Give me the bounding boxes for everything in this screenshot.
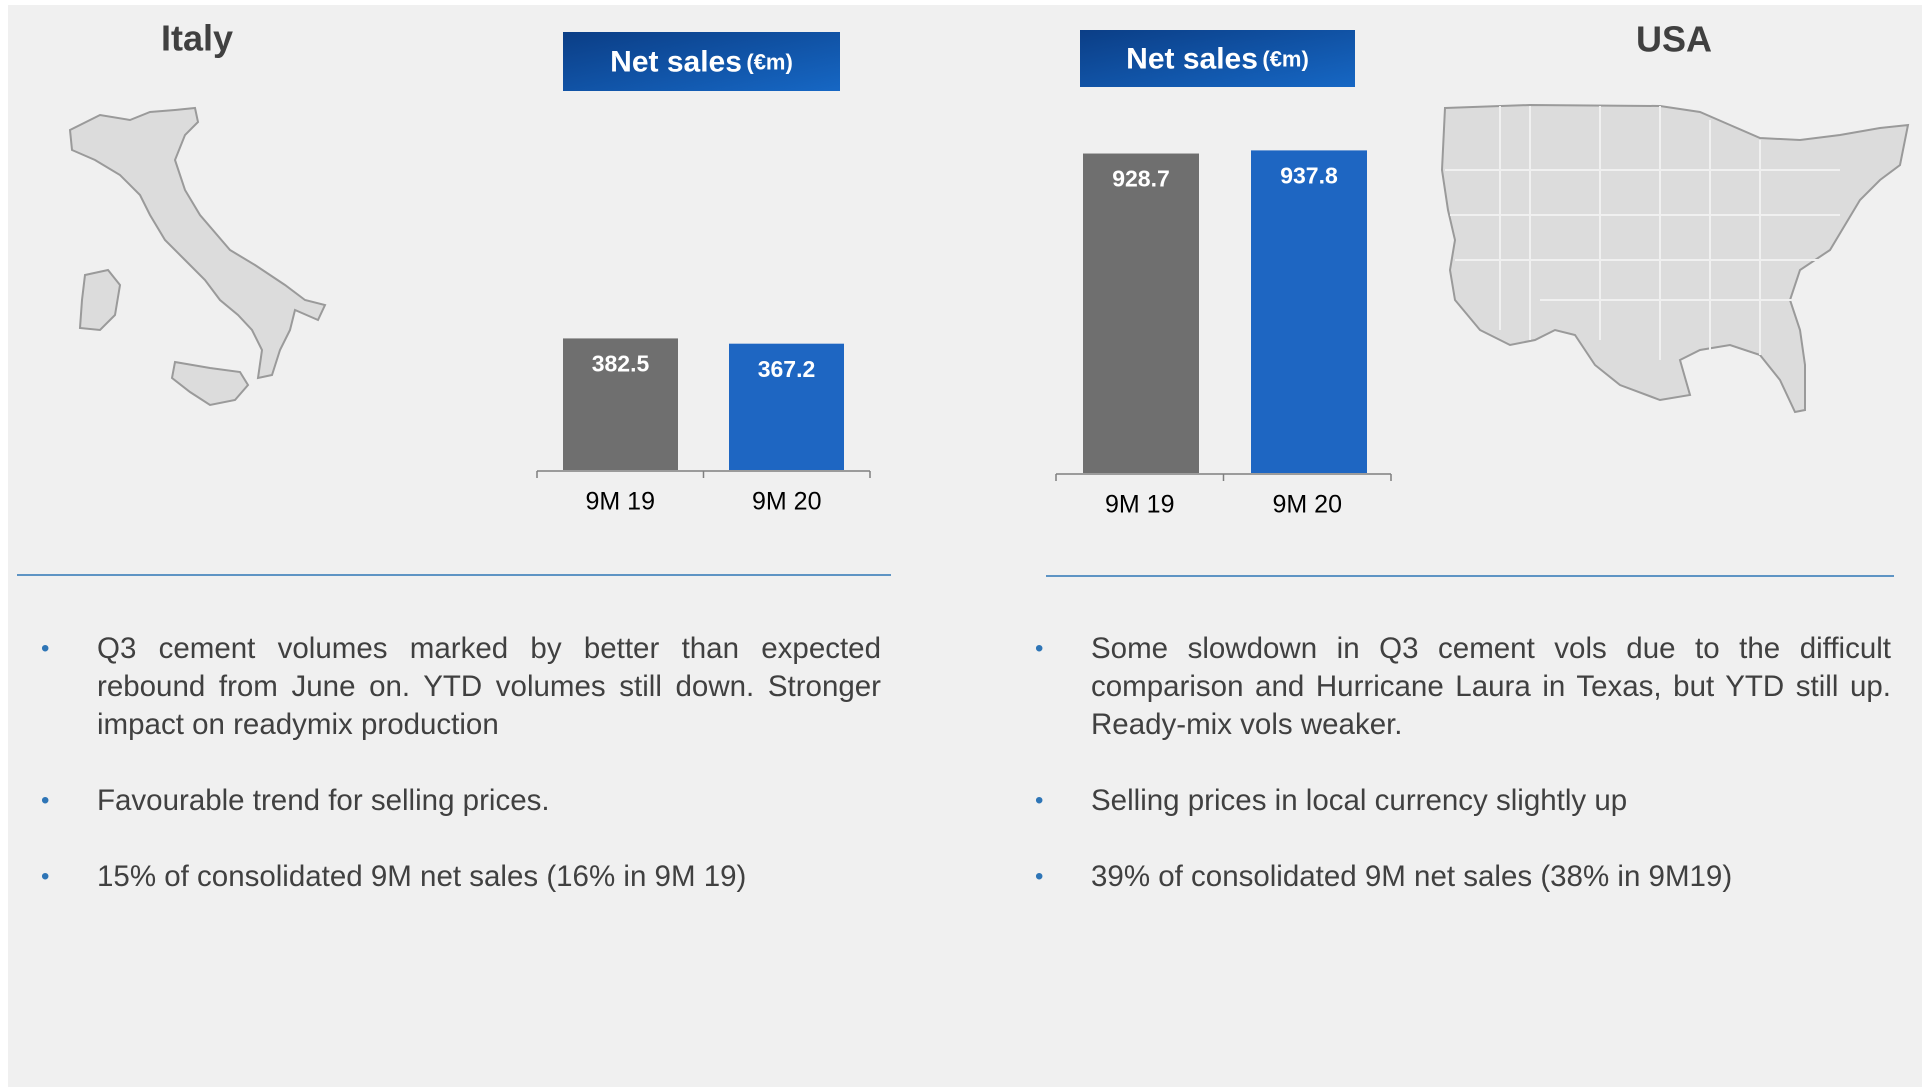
bullet-list: Q3 cement volumes marked by better than …: [41, 630, 881, 934]
region-title: Italy: [161, 18, 233, 59]
bar: [1083, 153, 1199, 473]
x-tick-label: 9M 19: [586, 488, 655, 516]
italy-map: [68, 106, 327, 407]
chart-title: Net sales: [1126, 42, 1258, 75]
chart-title: Net sales: [610, 45, 742, 78]
x-tick-label: 9M 20: [1273, 491, 1342, 519]
bar: [729, 343, 844, 470]
value-label: 382.5: [592, 350, 650, 376]
bullet: Selling prices in local currency slightl…: [1035, 782, 1891, 820]
x-tick-label: 9M 20: [752, 488, 821, 516]
region-title: USA: [1636, 19, 1712, 60]
bullet-list: Some slowdown in Q3 cement vols due to t…: [1035, 630, 1891, 934]
bullet: Q3 cement volumes marked by better than …: [41, 630, 881, 744]
chart-title-group: Net sales (€m): [1126, 42, 1309, 75]
title-box: [563, 32, 840, 91]
usa-map: [1440, 103, 1910, 414]
bullet: Favourable trend for selling prices.: [41, 782, 881, 820]
chart-title-group: Net sales (€m): [610, 45, 793, 78]
usa-state-lines: [1445, 106, 1840, 360]
chart-subtitle: (€m): [1262, 46, 1308, 71]
bullet: 15% of consolidated 9M net sales (16% in…: [41, 858, 881, 896]
value-label: 928.7: [1112, 166, 1170, 192]
chart-subtitle: (€m): [746, 49, 792, 74]
bullet: 39% of consolidated 9M net sales (38% in…: [1035, 858, 1891, 896]
title-box: [1080, 30, 1355, 87]
value-label: 937.8: [1280, 162, 1338, 188]
bar: [1251, 150, 1367, 474]
bar: [563, 338, 678, 470]
x-tick-label: 9M 19: [1105, 491, 1174, 519]
value-label: 367.2: [758, 356, 816, 382]
bullet: Some slowdown in Q3 cement vols due to t…: [1035, 630, 1891, 744]
